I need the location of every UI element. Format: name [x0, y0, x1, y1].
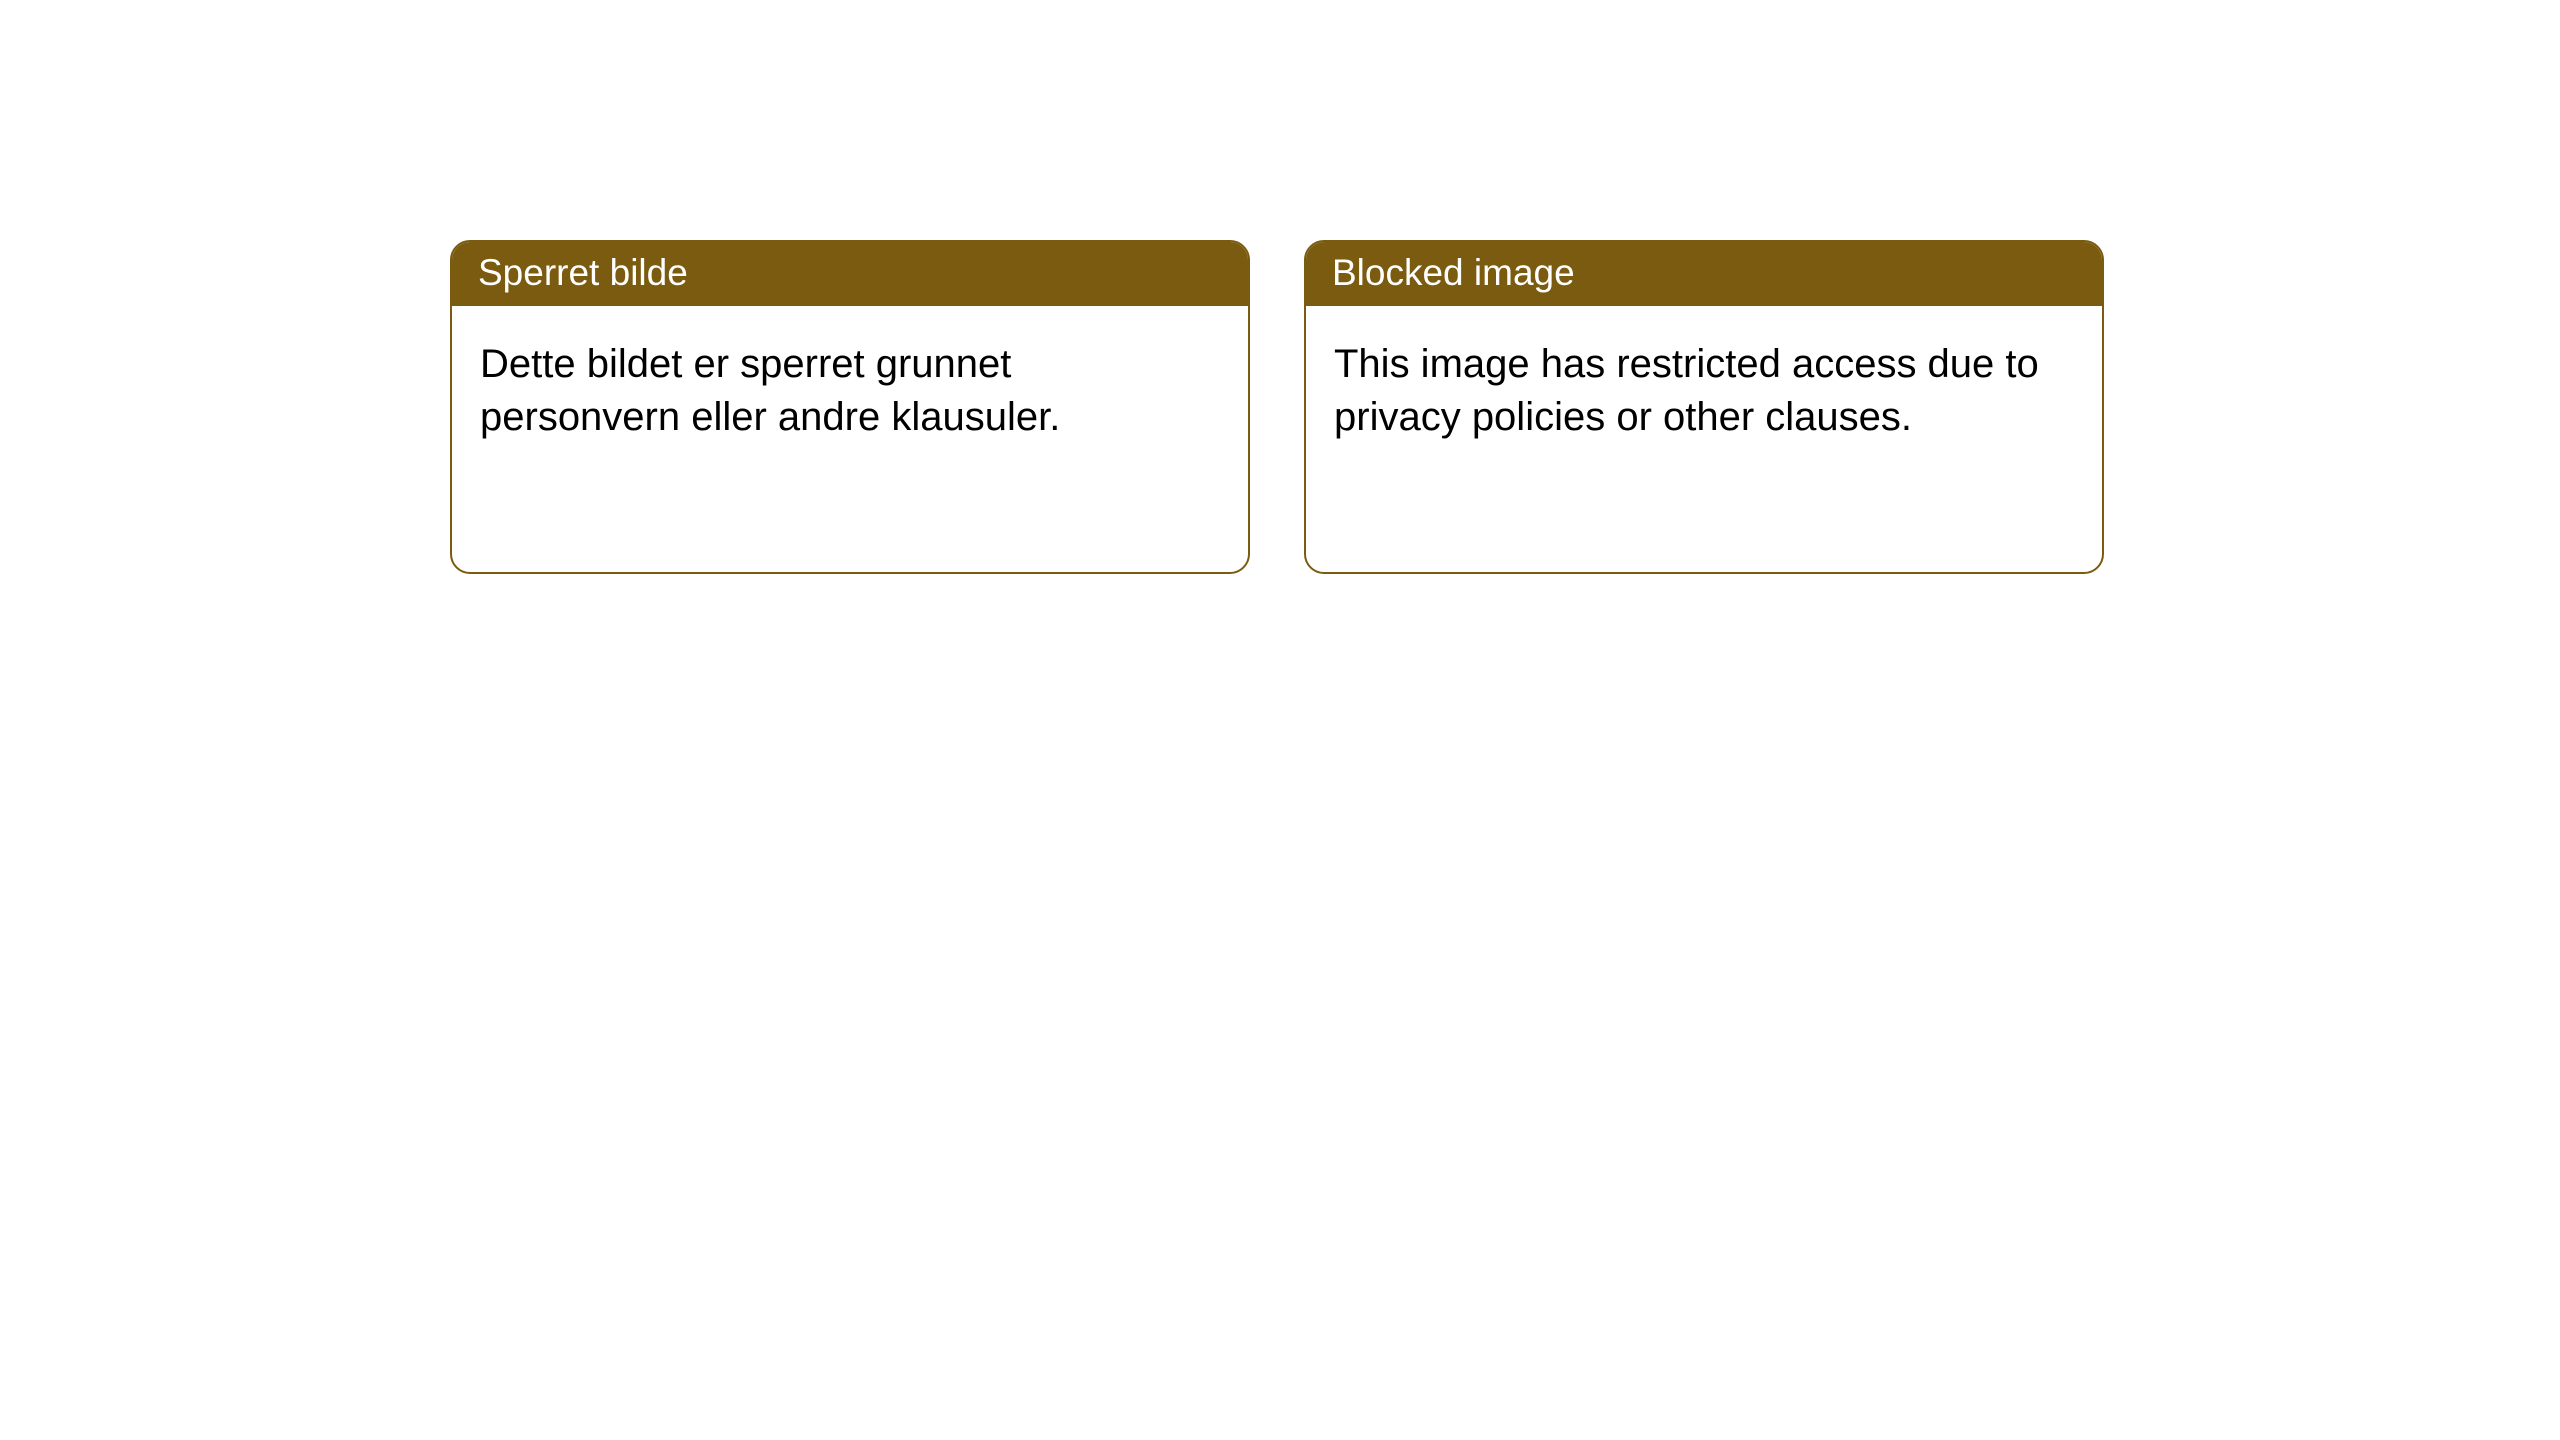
notice-body: This image has restricted access due to …: [1306, 306, 2102, 476]
notice-title: Blocked image: [1332, 252, 1575, 293]
notice-header: Blocked image: [1306, 242, 2102, 306]
notice-body: Dette bildet er sperret grunnet personve…: [452, 306, 1248, 476]
notice-card-english: Blocked image This image has restricted …: [1304, 240, 2104, 574]
notice-header: Sperret bilde: [452, 242, 1248, 306]
notice-body-text: This image has restricted access due to …: [1334, 342, 2039, 439]
notice-body-text: Dette bildet er sperret grunnet personve…: [480, 342, 1060, 439]
notice-card-norwegian: Sperret bilde Dette bildet er sperret gr…: [450, 240, 1250, 574]
notice-container: Sperret bilde Dette bildet er sperret gr…: [450, 240, 2104, 574]
notice-title: Sperret bilde: [478, 252, 688, 293]
